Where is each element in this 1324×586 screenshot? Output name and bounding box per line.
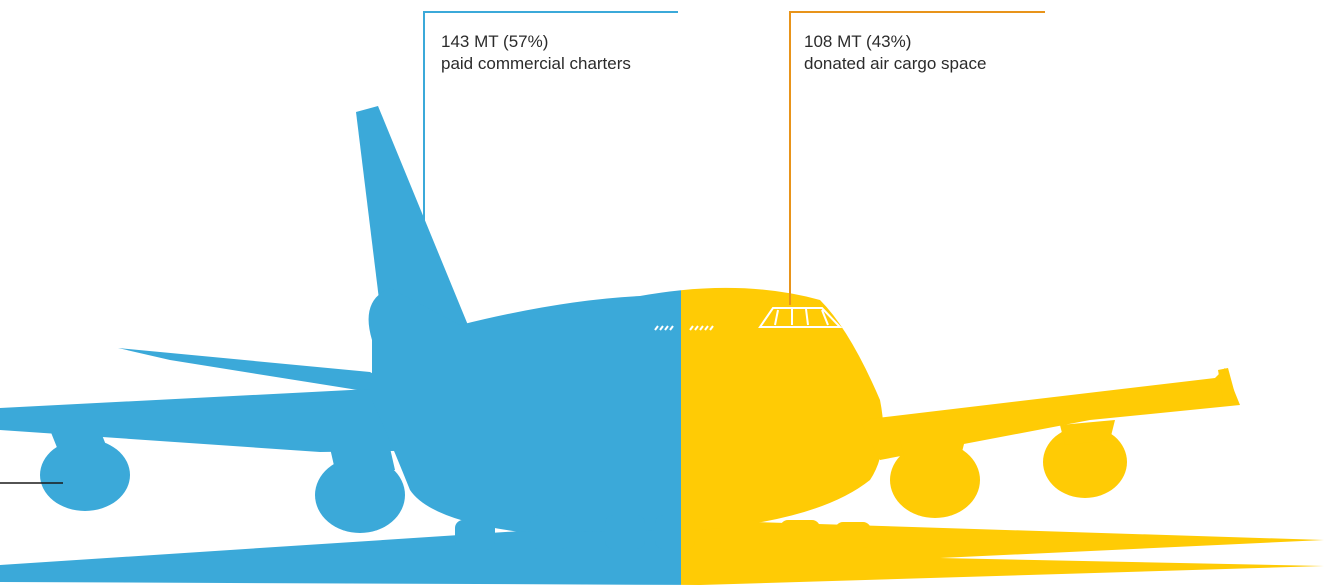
plane-half-paid [0, 106, 681, 585]
cockpit-window-icon [758, 307, 843, 328]
leader-line-donated [789, 11, 1045, 305]
leader-line-paid [423, 11, 678, 225]
callout-paid: 143 MT (57%) paid commercial charters [441, 31, 631, 75]
callout-donated: 108 MT (43%) donated air cargo space [804, 31, 986, 75]
callout-paid-label: paid commercial charters [441, 54, 631, 73]
callout-donated-label: donated air cargo space [804, 54, 987, 73]
callout-donated-amount: 108 MT (43%) [804, 32, 912, 51]
window-marks [654, 325, 714, 331]
callout-paid-amount: 143 MT (57%) [441, 32, 549, 51]
